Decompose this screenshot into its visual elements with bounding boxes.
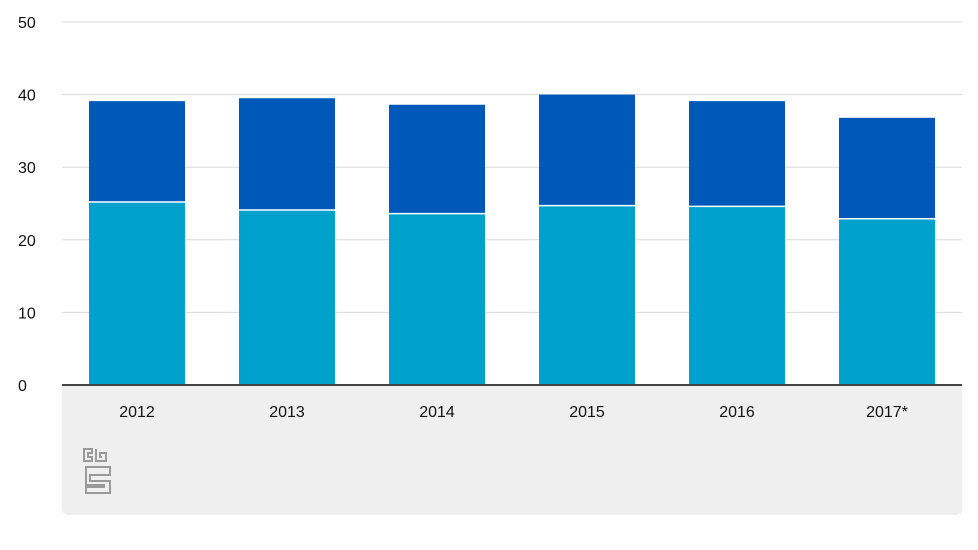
bar-segment xyxy=(539,205,635,385)
y-tick-label: 10 xyxy=(18,305,36,322)
bar-segment xyxy=(839,218,935,385)
bar-segment xyxy=(539,94,635,206)
bar-layer xyxy=(89,94,935,385)
x-tick-label: 2014 xyxy=(419,404,455,421)
bar-segment xyxy=(239,98,335,211)
x-tick-label: 2016 xyxy=(719,404,755,421)
bar-segment xyxy=(239,210,335,385)
label-layer: 0 10 20 30 40 50 2012 2013 2014 2015 2016 2017* xyxy=(18,15,908,421)
cbs-logo-icon xyxy=(83,448,111,494)
bar-segment xyxy=(839,117,935,219)
x-tick-label: 2017* xyxy=(866,404,908,421)
bar-segment xyxy=(689,101,785,207)
y-tick-label: 20 xyxy=(18,233,36,250)
grid-layer xyxy=(62,21,962,313)
x-tick-label: 2012 xyxy=(119,404,155,421)
bar-segment xyxy=(389,104,485,214)
bar-segment xyxy=(89,101,185,203)
x-axis-panel xyxy=(62,386,962,515)
bar-segment xyxy=(689,206,785,385)
y-tick-label: 50 xyxy=(18,15,36,32)
x-tick-label: 2015 xyxy=(569,404,605,421)
y-tick-label: 40 xyxy=(18,88,36,105)
y-tick-label: 30 xyxy=(18,160,36,177)
x-tick-label: 2013 xyxy=(269,404,305,421)
bar-segment xyxy=(389,213,485,385)
y-tick-label: 0 xyxy=(18,378,27,395)
bar-segment xyxy=(89,202,185,385)
